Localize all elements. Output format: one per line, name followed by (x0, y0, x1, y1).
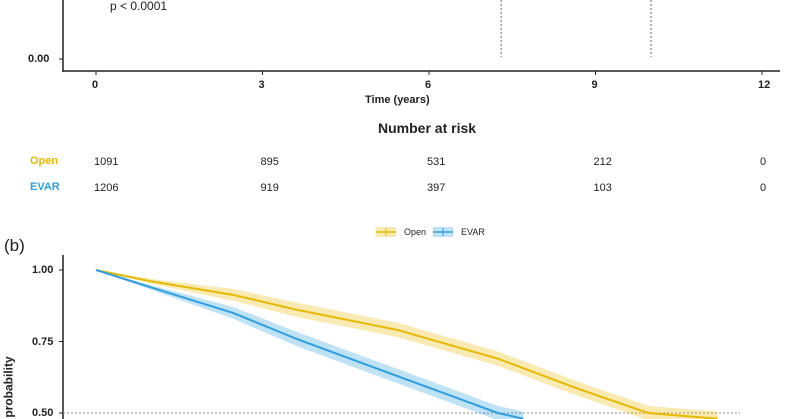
y-tick-label: 0.75 (32, 336, 54, 348)
risk-count: 397 (427, 182, 446, 194)
risk-count: 212 (593, 156, 612, 168)
risk-count: 1206 (94, 182, 119, 194)
x-tick-label: 9 (591, 79, 598, 91)
risk-count: 0 (760, 182, 767, 194)
risk-label-open: Open (30, 155, 59, 167)
y-tick-label: 0.00 (28, 53, 50, 65)
legend-open-label: Open (404, 227, 427, 237)
risk-count: 103 (593, 182, 612, 194)
risk-count: 0 (760, 156, 767, 168)
panel-label-b: (b) (4, 236, 25, 255)
x-tick-label: 0 (92, 79, 99, 91)
risk-count: 1091 (94, 156, 119, 168)
y-tick-label: 0.50 (32, 407, 54, 419)
legend-evar-label: EVAR (461, 227, 485, 237)
x-tick-label: 12 (758, 79, 771, 91)
risk-count: 919 (260, 182, 279, 194)
p-value: p < 0.0001 (110, 0, 168, 13)
risk-table-title: Number at risk (378, 120, 477, 136)
survival-curve-evar (95, 269, 524, 419)
y-tick-label: 1.00 (32, 264, 54, 276)
risk-label-evar: EVAR (30, 181, 60, 193)
y-axis-label: probability (1, 356, 16, 418)
x-tick-label: 3 (258, 79, 265, 91)
risk-count: 531 (427, 156, 446, 168)
risk-count: 895 (260, 156, 279, 168)
x-axis-label: Time (years) (365, 94, 430, 106)
confidence-band-open (96, 270, 718, 419)
x-tick-label: 6 (425, 79, 432, 91)
survival-curve-open (95, 269, 718, 419)
